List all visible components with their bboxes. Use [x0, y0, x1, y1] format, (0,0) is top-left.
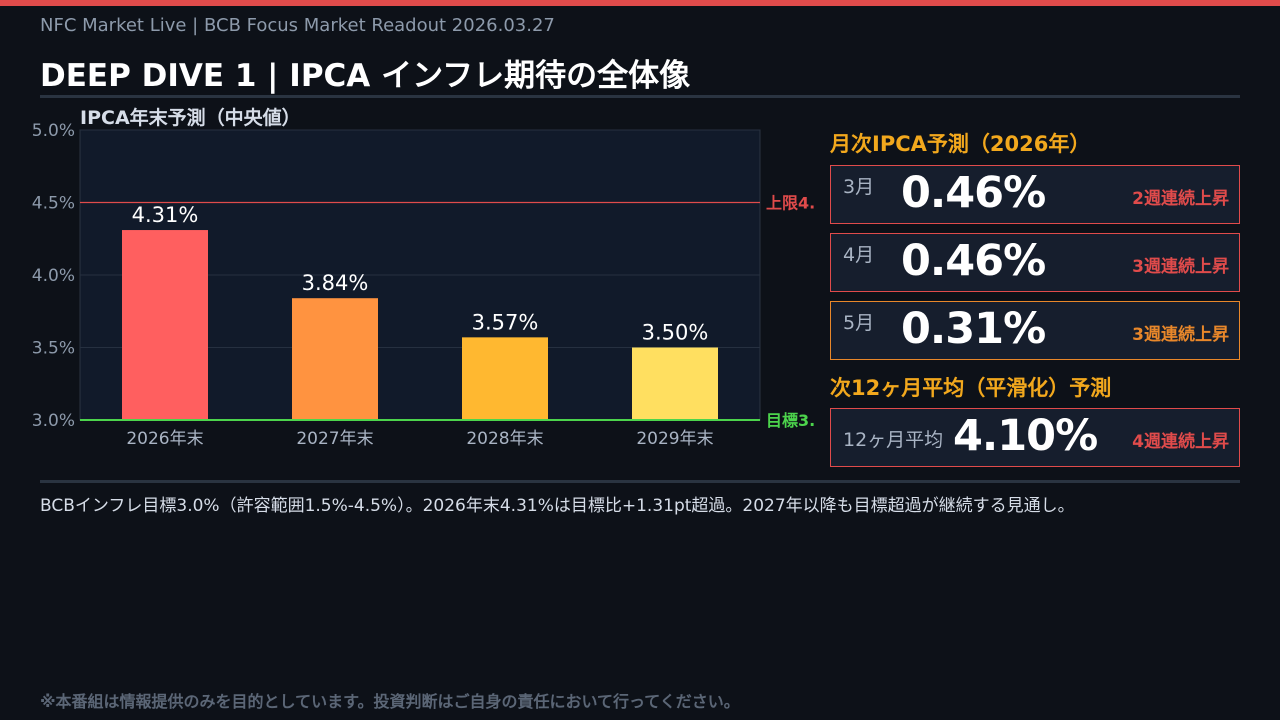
month-streak: 3週連続上昇: [1132, 257, 1229, 277]
bar: [462, 337, 548, 420]
avg12-streak: 4週連続上昇: [1132, 432, 1229, 452]
month-value: 0.46%: [901, 168, 1046, 218]
month-streak: 2週連続上昇: [1132, 189, 1229, 209]
bar-value-label: 3.57%: [472, 310, 539, 334]
bar: [632, 347, 718, 420]
monthly-card: 3月 0.46% 2週連続上昇: [830, 165, 1240, 224]
x-tick-label: 2026年末: [126, 429, 203, 449]
x-tick-label: 2028年末: [466, 429, 543, 449]
page-title: DEEP DIVE 1 | IPCA インフレ期待の全体像: [40, 58, 691, 94]
reference-line-label: 上限4.: [766, 194, 815, 213]
disclaimer: ※本番組は情報提供のみを目的としています。投資判断はご自身の責任において行ってく…: [40, 692, 740, 711]
reference-line-label: 目標3.: [766, 411, 815, 430]
avg12-value: 4.10%: [953, 411, 1098, 461]
monthly-card: 4月 0.46% 3週連続上昇: [830, 233, 1240, 292]
bar: [292, 298, 378, 420]
month-value: 0.46%: [901, 236, 1046, 286]
y-tick-label: 4.0%: [32, 266, 75, 286]
ipca-year-end-chart: 3.0% 3.5% 4.0% 4.5% 5.0% 4.31% 2026年末 3.84% 2027…: [32, 121, 815, 449]
summary-note: BCBインフレ目標3.0%（許容範囲1.5%-4.5%）。2026年末4.31%…: [40, 496, 1075, 516]
chart-title: IPCA年末予測（中央値）: [80, 107, 301, 129]
y-tick-label: 5.0%: [32, 121, 75, 141]
month-streak: 3週連続上昇: [1132, 325, 1229, 345]
x-tick-label: 2027年末: [296, 429, 373, 449]
month-label: 4月: [843, 244, 875, 266]
header-subtitle: NFC Market Live | BCB Focus Market Reado…: [40, 15, 555, 36]
section-divider: [40, 480, 1240, 483]
y-tick-label: 4.5%: [32, 194, 75, 214]
x-tick-label: 2029年末: [636, 429, 713, 449]
top-accent-bar: [0, 0, 1280, 6]
avg12-title: 次12ヶ月平均（平滑化）予測: [830, 376, 1112, 400]
avg12-card: 12ヶ月平均 4.10% 4週連続上昇: [830, 408, 1240, 467]
bar-value-label: 4.31%: [132, 203, 199, 227]
bar-value-label: 3.84%: [302, 271, 369, 295]
monthly-title: 月次IPCA予測（2026年）: [830, 132, 1091, 156]
y-tick-label: 3.5%: [32, 339, 75, 359]
monthly-card: 5月 0.31% 3週連続上昇: [830, 301, 1240, 360]
divider: [40, 95, 1240, 98]
month-label: 3月: [843, 176, 875, 198]
month-value: 0.31%: [901, 304, 1046, 354]
y-tick-label: 3.0%: [32, 411, 75, 431]
avg12-label: 12ヶ月平均: [843, 429, 944, 451]
month-label: 5月: [843, 312, 875, 334]
bar-value-label: 3.50%: [642, 321, 709, 345]
bar: [122, 230, 208, 420]
